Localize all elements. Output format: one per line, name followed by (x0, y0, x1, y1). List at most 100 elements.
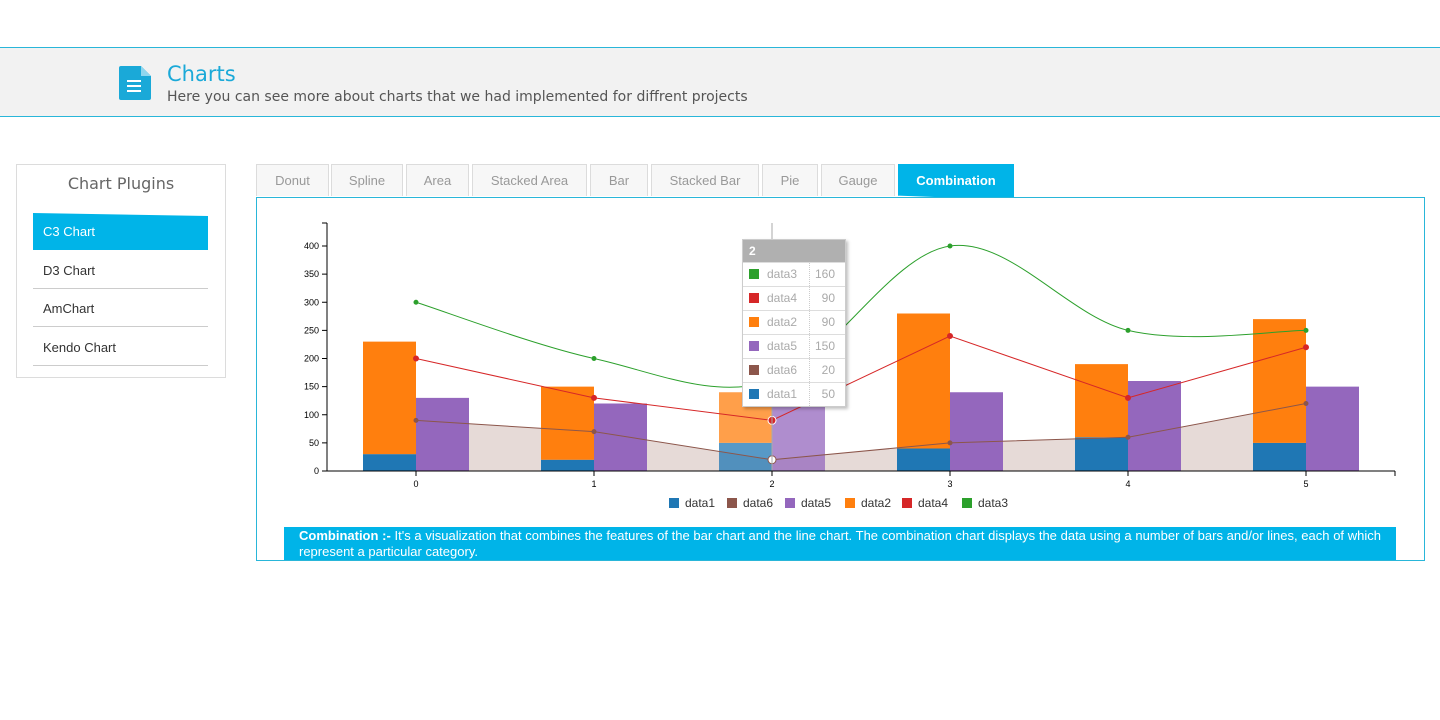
data2-bar (363, 341, 416, 455)
x-tick-label: 5 (1303, 479, 1308, 489)
legend-item: data2 (861, 496, 891, 510)
tooltip-series-name: data3 (767, 267, 798, 281)
tooltip-row: data4 90 (743, 286, 845, 310)
y-tick-label: 250 (304, 325, 319, 335)
x-tick-label: 3 (947, 479, 952, 489)
legend-item: data6 (743, 496, 773, 510)
data6-line (415, 403, 1307, 461)
y-tick-label: 300 (304, 297, 319, 307)
chart-description: Combination :- It's a visualization that… (284, 527, 1396, 560)
sidebar-title: Chart Plugins (67, 174, 175, 193)
data3-point (1303, 327, 1309, 333)
tooltip-swatch (749, 341, 759, 351)
tooltip-row: data1 50 (743, 382, 845, 406)
sidebar-item-d3-chart[interactable]: D3 Chart (33, 252, 208, 289)
tab-donut[interactable]: Donut (256, 164, 329, 196)
y-tick-label: 100 (304, 410, 319, 420)
y-tick-label: 150 (304, 382, 319, 392)
document-icon (119, 66, 151, 100)
y-tick-label: 350 (304, 269, 319, 279)
data3-point (947, 243, 953, 249)
data5-bar (950, 392, 1003, 471)
data1-bar (541, 459, 594, 471)
data2-bar (541, 386, 594, 460)
data6-point (413, 417, 419, 423)
data2-bar (1075, 364, 1128, 438)
chart-panel: 0 50 100 150 200 250 300 350 400 0 1 2 3 4 5 data1 data6… (256, 197, 1425, 561)
tooltip-title: 2 (743, 240, 845, 262)
tooltip-series-value: 90 (809, 311, 839, 334)
tab-gauge[interactable]: Gauge (821, 164, 895, 196)
description-title: Combination :- (299, 528, 391, 543)
y-tick-label: 400 (304, 241, 319, 251)
legend-item: data4 (918, 496, 948, 510)
data5-bar (594, 403, 647, 471)
data2-bar (897, 313, 950, 449)
legend-swatch (669, 498, 679, 508)
page-subtitle: Here you can see more about charts that … (167, 89, 748, 105)
tooltip-series-name: data5 (767, 339, 798, 353)
data6-point (1303, 401, 1309, 406)
data6-point (947, 440, 953, 446)
data5-bar (1306, 386, 1359, 471)
x-tick-label: 4 (1125, 479, 1130, 489)
y-tick-label: 0 (314, 466, 319, 476)
tooltip-row: data5 150 (743, 334, 845, 358)
data5-bar (1128, 381, 1181, 471)
legend-item: data3 (978, 496, 1008, 510)
sidebar-item-kendo-chart[interactable]: Kendo Chart (33, 329, 208, 366)
data3-spline (415, 244, 1307, 388)
data1-bar (363, 454, 416, 471)
tooltip-series-value: 20 (809, 359, 839, 382)
tab-area[interactable]: Area (406, 164, 469, 196)
data1-bar (1253, 442, 1306, 471)
data1-bar (719, 442, 772, 471)
data4-line (415, 335, 1307, 421)
tab-combination[interactable]: Combination (898, 164, 1014, 200)
tooltip-row: data3 160 (743, 262, 845, 286)
data1-bar (897, 448, 950, 471)
tooltip-series-name: data6 (767, 363, 798, 377)
tooltip-series-name: data2 (767, 315, 798, 329)
tab-pie[interactable]: Pie (762, 164, 818, 196)
data3-point (1125, 327, 1131, 333)
tab-bar[interactable]: Bar (590, 164, 648, 196)
data2-bar (1253, 319, 1306, 443)
legend-swatch (785, 498, 795, 508)
data4-point (1303, 344, 1309, 351)
y-tick-label: 200 (304, 354, 319, 364)
y-tick-label: 50 (309, 438, 319, 448)
tooltip-series-value: 50 (809, 383, 839, 406)
legend-swatch (962, 498, 972, 508)
tooltip-swatch (749, 389, 759, 399)
legend-item: data1 (685, 496, 715, 510)
data5-bar (416, 397, 469, 471)
legend-swatch (845, 498, 855, 508)
sidebar-item-amchart[interactable]: AmChart (33, 290, 208, 327)
tooltip-series-value: 150 (809, 335, 839, 358)
tooltip-swatch (749, 269, 759, 279)
tooltip-swatch (749, 293, 759, 303)
tooltip-swatch (749, 365, 759, 375)
sidebar-item-c3-chart[interactable]: C3 Chart (33, 213, 208, 250)
description-text: It's a visualization that combines the f… (299, 528, 1381, 559)
tooltip-row: data6 20 (743, 358, 845, 382)
chart-plugins-sidebar: Chart Plugins C3 Chart D3 Chart AmChart … (16, 164, 226, 378)
data3-point (413, 299, 419, 305)
legend-item: data5 (801, 496, 831, 510)
x-tick-label: 0 (413, 479, 418, 489)
tooltip-swatch (749, 317, 759, 327)
data3-point (591, 356, 597, 361)
tab-stacked-area[interactable]: Stacked Area (472, 164, 587, 196)
page-header (0, 47, 1440, 117)
tab-stacked-bar[interactable]: Stacked Bar (651, 164, 759, 196)
tab-spline[interactable]: Spline (331, 164, 403, 196)
data1-bar (1075, 437, 1128, 471)
data4-point (413, 355, 419, 362)
legend-swatch (727, 498, 737, 508)
tooltip-series-value: 90 (809, 287, 839, 310)
data4-point (947, 333, 953, 339)
page-title: Charts (167, 62, 236, 86)
x-tick-label: 1 (591, 479, 596, 489)
chart-tooltip: 2 data3 160 data4 90 data2 90 data5 150 … (742, 239, 846, 407)
